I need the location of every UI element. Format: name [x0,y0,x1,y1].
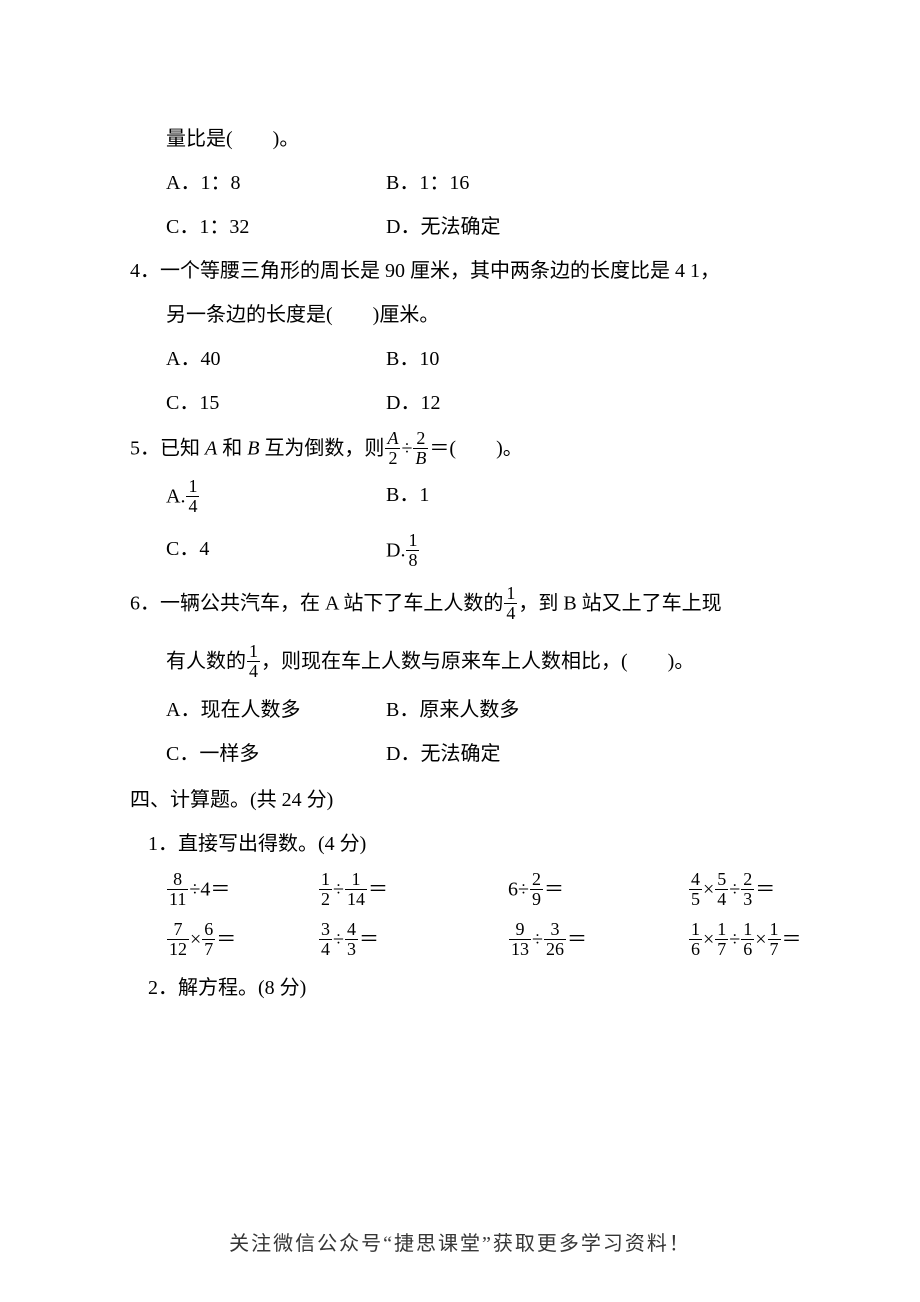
q5-opt-d: D.18 [386,530,606,570]
q5-frac1: A2 [385,429,400,468]
sec4-head: 四、计算题。(共 24 分) [130,781,790,819]
q5-stem: 5．已知 A 和 B 互为倒数，则A2÷2B＝( )。 [130,428,790,468]
q5-mid2: 互为倒数，则 [259,437,384,459]
calc-r2c1: 34÷43＝ [318,919,508,959]
q6-opts-row1: A．现在人数多 B．原来人数多 [130,691,790,729]
q5-mid1: 和 [217,437,247,459]
calc-r1c2: 6÷29＝ [508,869,688,909]
q4-stem: 4．一个等腰三角形的周长是 90 厘米，其中两条边的长度比是 4 1， [130,252,790,290]
q5-B: B [247,437,259,459]
q5-opts-row2: C．4 D.18 [130,530,790,570]
sec4-sub2: 2．解方程。(8 分) [130,969,790,1007]
q5-div: ÷ [401,437,412,459]
q3-tail: 量比是( )。 [130,120,790,158]
q6-stem1: 6．一辆公共汽车，在 A 站下了车上人数的14，到 B 站又上了车上现 [130,583,790,623]
q5-opts-row1: A.14 B．1 [130,476,790,516]
q6-frac1: 14 [504,584,517,623]
q3-opts-row1: A．1：8 B．1：16 [130,164,790,202]
q4-opt-a: A．40 [166,340,386,378]
q5-opt-a-frac: 14 [186,477,199,516]
calc-r1c1: 12÷114＝ [318,869,508,909]
q6-s2tail: ，则现在车上人数与原来车上人数相比，( )。 [261,651,694,673]
q4-opts-row2: C．15 D．12 [130,384,790,422]
calc-row-1: 811÷4＝ 12÷114＝ 6÷29＝ 45×54÷23＝ [130,869,790,909]
q6-pre: 6．一辆公共汽车，在 A 站下了车上人数的 [130,593,503,615]
q4-stem2: 另一条边的长度是( )厘米。 [130,296,790,334]
q4-opts-row1: A．40 B．10 [130,340,790,378]
q5-opt-b: B．1 [386,476,606,516]
q6-s2pre: 有人数的 [166,651,246,673]
q6-frac2: 14 [247,642,260,681]
q5-opt-c: C．4 [166,530,386,570]
q6-opt-b: B．原来人数多 [386,691,606,729]
q5-A: A [205,437,217,459]
q3-opt-d: D．无法确定 [386,208,606,246]
calc-r1c3: 45×54÷23＝ [688,869,858,909]
q3-opt-c: C．1：32 [166,208,386,246]
footer-text: 关注微信公众号“捷思课堂”获取更多学习资料！ [0,1227,920,1256]
sec4-sub1: 1．直接写出得数。(4 分) [130,825,790,863]
q5-eqtail: ＝( )。 [429,437,522,459]
q4-opt-c: C．15 [166,384,386,422]
q3-opts-row2: C．1：32 D．无法确定 [130,208,790,246]
q6-opt-a: A．现在人数多 [166,691,386,729]
calc-row-2: 712×67＝ 34÷43＝ 913÷326＝ 16×17÷16×17＝ [130,919,790,959]
calc-r2c0: 712×67＝ [166,919,318,959]
page-content: 量比是( )。 A．1：8 B．1：16 C．1：32 D．无法确定 4．一个等… [0,0,920,1007]
calc-r2c3: 16×17÷16×17＝ [688,919,858,959]
q6-opt-d: D．无法确定 [386,735,606,773]
q4-opt-d: D．12 [386,384,606,422]
q6-mid: ，到 B 站又上了车上现 [518,593,721,615]
q5-opt-d-frac: 18 [406,531,419,570]
q3-opt-a: A．1：8 [166,164,386,202]
q3-opt-b: B．1：16 [386,164,606,202]
q6-stem2: 有人数的14，则现在车上人数与原来车上人数相比，( )。 [130,641,790,681]
calc-r1c0: 811÷4＝ [166,869,318,909]
q5-frac2: 2B [413,429,428,468]
q5-opt-a: A.14 [166,476,386,516]
q6-opts-row2: C．一样多 D．无法确定 [130,735,790,773]
q6-opt-c: C．一样多 [166,735,386,773]
q5-pre: 5．已知 [130,437,205,459]
calc-r2c2: 913÷326＝ [508,919,688,959]
q4-opt-b: B．10 [386,340,606,378]
